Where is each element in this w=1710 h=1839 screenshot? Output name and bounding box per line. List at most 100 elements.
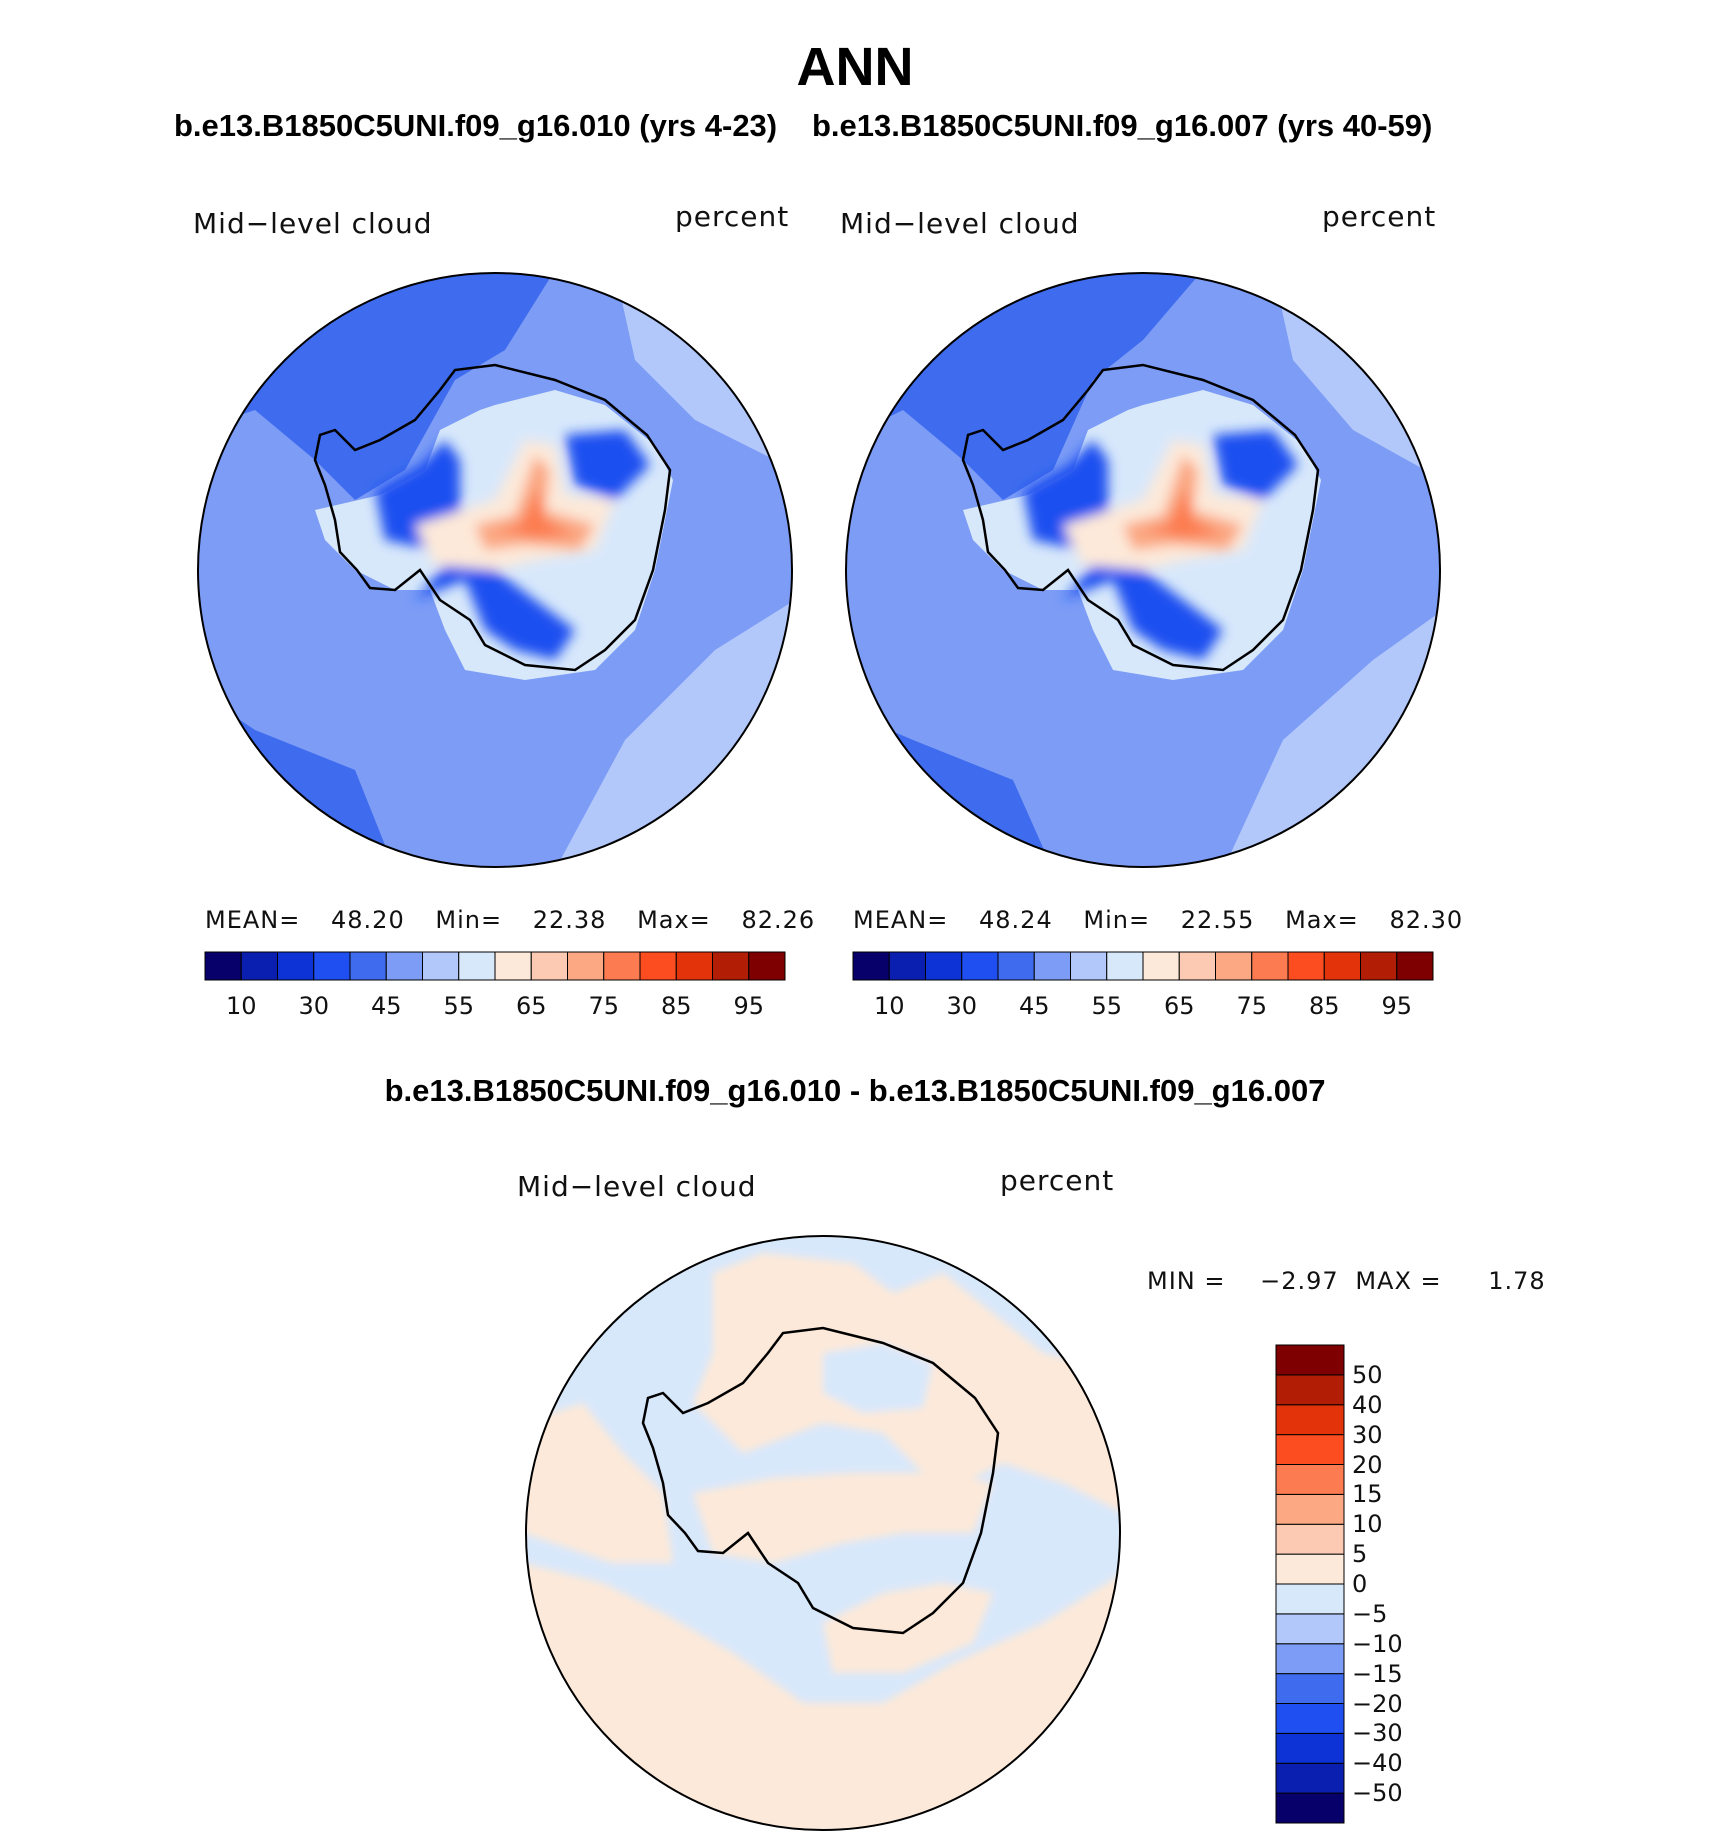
colorbar-tick-label: 10 [1352,1510,1383,1539]
subtitle-right: b.e13.B1850C5UNI.f09_g16.007 (yrs 40-59) [812,108,1433,143]
land-hot [495,485,575,538]
colorbar-tick-label: 40 [1352,1390,1383,1419]
colorbar-swatch [1215,951,1253,981]
colorbar-tick-label: 55 [443,992,475,1020]
colorbar-swatch [1275,1434,1345,1465]
subtitle-left: b.e13.B1850C5UNI.f09_g16.010 (yrs 4-23) [174,108,778,143]
colorbar-swatch [1033,951,1071,981]
panel1-variable-label: Mid−level cloud [193,207,433,240]
colorbar-swatch [712,951,750,981]
panel1-colorbar-ticks: 10 30 45 55 65 75 85 95 [205,992,785,1022]
panel2-units-label: percent [1322,200,1437,233]
colorbar-tick-label: 65 [515,992,547,1020]
colorbar-tick-label: −10 [1352,1629,1403,1658]
diff-map [525,1235,1121,1831]
panel2-colorbar [852,951,1434,981]
diff-max-label: MAX = [1355,1267,1442,1295]
colorbar-swatch [1275,1583,1345,1615]
diff-negative-north-patch [823,1343,933,1413]
colorbar-swatch [852,951,890,981]
colorbar-swatch [1275,1643,1345,1675]
max-value: 82.30 [1389,906,1464,934]
colorbar-swatch [1396,951,1434,981]
map-boundary [845,272,1441,868]
colorbar-tick-label: 20 [1352,1450,1383,1479]
min-label: Min= [435,906,503,934]
diff-positive-west [526,1403,673,1563]
colorbar-tick-label: 95 [1381,992,1413,1020]
colorbar-tick-label: 50 [1352,1360,1383,1389]
colorbar-swatch [1251,951,1289,981]
diff-colorbar [1275,1344,1345,1824]
colorbar-tick-label: −20 [1352,1689,1403,1718]
colorbar-swatch [675,951,713,981]
colorbar-swatch [1106,951,1144,981]
colorbar-tick-label: 10 [873,992,905,1020]
colorbar-swatch [1275,1464,1345,1495]
panel1-units-label: percent [675,200,790,233]
mean-value: 48.24 [979,906,1053,934]
max-label: Max= [637,906,711,934]
mean-label: MEAN= [205,906,301,934]
colorbar-swatch [1275,1792,1345,1824]
colorbar-swatch [530,951,568,981]
colorbar-tick-label: 85 [660,992,692,1020]
colorbar-swatch [1275,1493,1345,1525]
antarctica-coastline [961,363,1320,672]
colorbar-swatch [277,951,315,981]
colorbar-swatch [888,951,926,981]
antarctica-coastline [641,1326,1000,1635]
diff-variable-label: Mid−level cloud [517,1170,757,1203]
colorbar-tick-label: −40 [1352,1749,1403,1778]
land-hot [1143,485,1223,538]
colorbar-swatch [1275,1613,1345,1645]
land-low-east [565,430,650,500]
colorbar-tick-label: 75 [588,992,620,1020]
colorbar-swatch [1142,951,1180,981]
panel1-map [197,272,793,868]
colorbar-tick-label: 30 [298,992,330,1020]
max-value: 82.26 [741,906,816,934]
panel2-stats: MEAN= 48.24 Min= 22.55 Max= 82.30 [853,906,1462,934]
colorbar-tick-label: 95 [733,992,765,1020]
diff-positive-south [526,1563,1120,1830]
colorbar-swatch [603,951,641,981]
colorbar-swatch [1275,1673,1345,1704]
colorbar-swatch [494,951,532,981]
colorbar-swatch [1275,1404,1345,1436]
colorbar-tick-label: −50 [1352,1779,1403,1808]
colorbar-tick-label: 5 [1352,1540,1368,1569]
diff-stats: MIN = −2.97 MAX = 1.78 [1147,1267,1546,1295]
min-label: Min= [1083,906,1151,934]
colorbar-swatch [748,951,786,981]
colorbar-tick-label: −5 [1352,1599,1388,1628]
mean-value: 48.20 [331,906,405,934]
colorbar-swatch [458,951,496,981]
diff-units-label: percent [1000,1164,1115,1197]
colorbar-tick-label: 55 [1091,992,1123,1020]
colorbar-swatch [639,951,677,981]
panel1-colorbar [204,951,786,981]
colorbar-tick-label: 85 [1308,992,1340,1020]
map-boundary [525,1235,1121,1831]
colorbar-tick-label: 30 [1352,1420,1383,1449]
colorbar-swatch [961,951,999,981]
land-low-south [415,565,575,660]
diff-max-value: 1.78 [1488,1267,1546,1295]
diff-colorbar-ticks: −50 −40 −30 −20 −15 −10 −5 0 5 10 15 20 30 40 50 [1352,1345,1472,1825]
colorbar-swatch [1275,1762,1345,1794]
map-boundary [197,272,793,868]
colorbar-tick-label: −30 [1352,1719,1403,1748]
antarctica-coastline [313,363,672,672]
colorbar-swatch [240,951,278,981]
colorbar-swatch [204,951,242,981]
colorbar-tick-label: 0 [1352,1570,1368,1598]
colorbar-swatch [1275,1374,1345,1406]
colorbar-swatch [925,951,963,981]
mean-label: MEAN= [853,906,949,934]
colorbar-swatch [422,951,460,981]
colorbar-swatch [1275,1344,1345,1376]
colorbar-swatch [1275,1732,1345,1764]
colorbar-swatch [1323,951,1361,981]
colorbar-swatch [385,951,423,981]
